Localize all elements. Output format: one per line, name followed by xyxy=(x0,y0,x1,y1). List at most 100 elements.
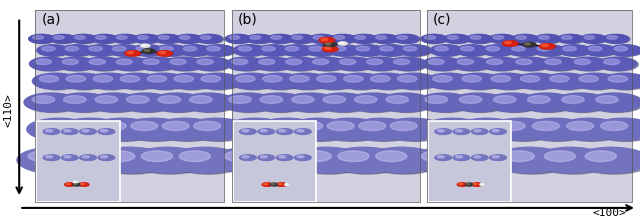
Circle shape xyxy=(79,183,88,186)
Circle shape xyxy=(164,57,203,70)
Circle shape xyxy=(472,129,488,134)
Circle shape xyxy=(253,148,329,174)
Circle shape xyxy=(485,93,539,112)
Circle shape xyxy=(435,46,449,51)
Circle shape xyxy=(558,35,584,44)
Circle shape xyxy=(131,121,157,130)
Circle shape xyxy=(189,96,212,103)
Circle shape xyxy=(566,121,593,130)
Circle shape xyxy=(113,34,138,43)
Circle shape xyxy=(521,94,576,112)
Circle shape xyxy=(82,156,89,158)
Circle shape xyxy=(481,184,483,185)
Circle shape xyxy=(493,96,516,103)
Circle shape xyxy=(95,148,170,174)
Circle shape xyxy=(288,34,314,43)
Circle shape xyxy=(431,45,463,56)
Circle shape xyxy=(544,151,575,161)
Circle shape xyxy=(262,151,294,161)
Circle shape xyxy=(134,34,159,43)
Circle shape xyxy=(486,46,500,51)
Circle shape xyxy=(334,57,372,70)
Circle shape xyxy=(352,35,378,44)
Circle shape xyxy=(200,36,211,39)
Circle shape xyxy=(194,121,221,130)
Circle shape xyxy=(392,74,439,90)
Circle shape xyxy=(74,36,85,39)
Circle shape xyxy=(603,34,628,43)
Circle shape xyxy=(533,147,607,173)
Circle shape xyxy=(61,45,94,56)
Circle shape xyxy=(39,75,59,82)
Circle shape xyxy=(355,96,377,103)
Circle shape xyxy=(310,73,356,89)
Circle shape xyxy=(508,45,541,56)
Circle shape xyxy=(494,148,570,174)
Circle shape xyxy=(435,129,452,135)
Circle shape xyxy=(417,93,471,112)
Circle shape xyxy=(323,46,339,52)
Circle shape xyxy=(153,118,217,140)
Circle shape xyxy=(226,57,264,70)
Circle shape xyxy=(116,36,127,39)
Circle shape xyxy=(380,46,393,51)
Circle shape xyxy=(394,35,420,44)
Circle shape xyxy=(280,45,312,56)
Circle shape xyxy=(238,46,252,51)
Circle shape xyxy=(125,51,140,56)
Circle shape xyxy=(422,119,488,141)
Text: <110>: <110> xyxy=(3,93,13,127)
Circle shape xyxy=(513,73,559,89)
Circle shape xyxy=(467,183,470,185)
Circle shape xyxy=(321,38,328,40)
Circle shape xyxy=(65,183,75,186)
Circle shape xyxy=(570,58,609,71)
Circle shape xyxy=(276,155,294,161)
Circle shape xyxy=(297,130,304,132)
Circle shape xyxy=(362,58,401,71)
Circle shape xyxy=(557,118,621,140)
Circle shape xyxy=(111,58,151,71)
Circle shape xyxy=(296,121,323,130)
Circle shape xyxy=(271,183,278,186)
Circle shape xyxy=(599,58,638,71)
Circle shape xyxy=(573,74,620,90)
Circle shape xyxy=(561,36,572,39)
Circle shape xyxy=(226,35,252,44)
Circle shape xyxy=(323,42,336,47)
Circle shape xyxy=(61,155,78,161)
Circle shape xyxy=(42,46,55,51)
Circle shape xyxy=(322,46,337,52)
Circle shape xyxy=(62,129,79,135)
Circle shape xyxy=(51,35,77,44)
Circle shape xyxy=(540,44,556,49)
Circle shape xyxy=(317,94,371,112)
Circle shape xyxy=(486,59,502,65)
Circle shape xyxy=(147,75,166,82)
Circle shape xyxy=(186,119,252,141)
Text: (a): (a) xyxy=(42,12,61,26)
Circle shape xyxy=(81,183,84,185)
Circle shape xyxy=(221,93,275,112)
Circle shape xyxy=(327,121,354,130)
Circle shape xyxy=(157,51,173,56)
Circle shape xyxy=(290,75,309,82)
Circle shape xyxy=(376,151,407,161)
Circle shape xyxy=(465,183,473,186)
Circle shape xyxy=(140,73,186,89)
Circle shape xyxy=(454,129,470,135)
Circle shape xyxy=(179,45,211,56)
Circle shape xyxy=(254,58,293,71)
Circle shape xyxy=(66,151,97,161)
Circle shape xyxy=(150,93,204,112)
Circle shape xyxy=(144,50,149,51)
Circle shape xyxy=(31,58,70,71)
Circle shape xyxy=(607,36,618,39)
Circle shape xyxy=(390,73,436,89)
Circle shape xyxy=(28,151,60,161)
Circle shape xyxy=(365,147,439,173)
Circle shape xyxy=(68,121,95,130)
Circle shape xyxy=(203,45,236,56)
Circle shape xyxy=(93,75,113,82)
Circle shape xyxy=(532,45,564,56)
